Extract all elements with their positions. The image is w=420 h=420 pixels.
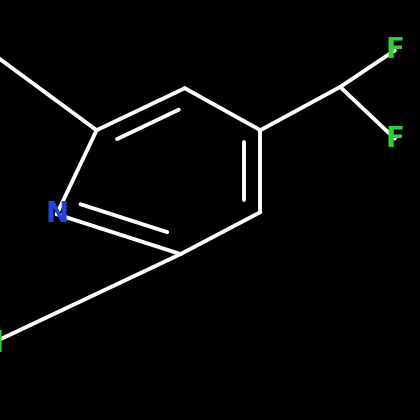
Text: Cl: Cl: [0, 331, 5, 358]
Text: N: N: [45, 200, 68, 228]
Text: F: F: [386, 37, 404, 64]
Text: F: F: [386, 125, 404, 152]
